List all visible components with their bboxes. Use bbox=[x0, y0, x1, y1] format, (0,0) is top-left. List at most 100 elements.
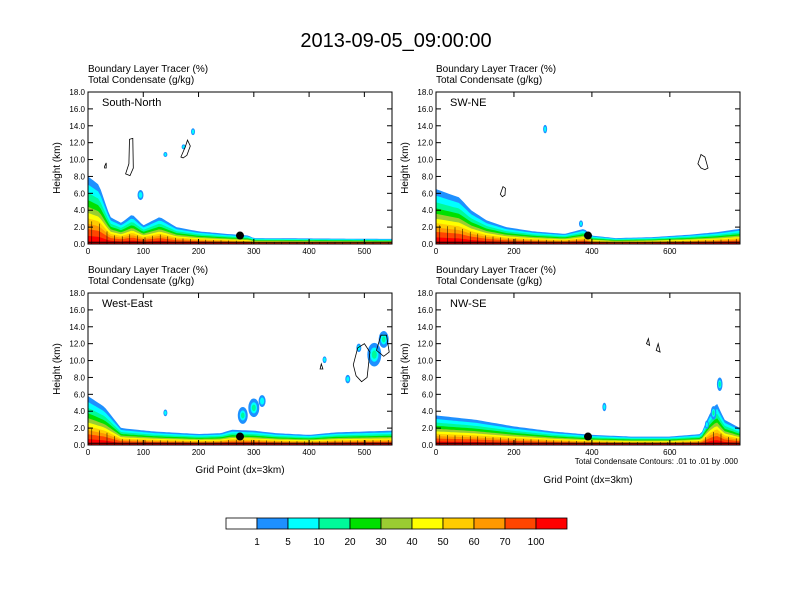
tracer-band-7 bbox=[88, 430, 392, 445]
y-tick-label: 12.0 bbox=[417, 340, 433, 349]
colorbar-swatch bbox=[287, 517, 320, 530]
x-tick-label: 300 bbox=[247, 448, 261, 457]
colorbar-swatch bbox=[318, 517, 351, 530]
y-tick-label: 2.0 bbox=[422, 223, 434, 232]
y-tick-label: 8.0 bbox=[422, 373, 434, 382]
tracer-blob-inner-4 bbox=[381, 336, 386, 343]
panel-south-north: South-North 0.0 2.0 4.0 6.0 8.0 10.0 12.0 14.0 16… bbox=[52, 88, 393, 256]
condensate-label: Total Condensate (g/kg) bbox=[436, 276, 543, 287]
x-tick-label: 600 bbox=[663, 448, 677, 457]
colorbar-label: 100 bbox=[528, 537, 545, 548]
tracer-blob-inner-3 bbox=[371, 350, 377, 359]
x-tick-label: 200 bbox=[507, 247, 521, 256]
x-tick-label: 100 bbox=[137, 247, 151, 256]
tracer-blob-core-8 bbox=[164, 410, 167, 415]
y-tick-label: 4.0 bbox=[74, 407, 86, 416]
tracer-band-2 bbox=[436, 202, 740, 244]
colorbar-swatch bbox=[380, 517, 413, 530]
tracer-band-3 bbox=[88, 413, 392, 445]
y-tick-label: 18.0 bbox=[69, 289, 85, 298]
colorbar-swatch bbox=[411, 517, 444, 530]
y-tick-label: 2.0 bbox=[422, 424, 434, 433]
condensate-contour-2 bbox=[104, 162, 107, 169]
x-tick-label: 400 bbox=[302, 247, 316, 256]
tracer-band-5 bbox=[436, 218, 740, 244]
tracer-band-2 bbox=[88, 407, 392, 445]
colorbar-swatch bbox=[225, 517, 258, 530]
tracer-label: Boundary Layer Tracer (%) bbox=[88, 64, 209, 75]
location-marker bbox=[584, 231, 592, 240]
y-tick-label: 10.0 bbox=[69, 156, 85, 165]
panel-label: NW-SE bbox=[450, 298, 486, 310]
tracer-blob-core-2 bbox=[260, 397, 265, 405]
y-axis-title: Height (km) bbox=[52, 343, 63, 395]
condensate-contour-0 bbox=[125, 137, 134, 177]
condensate-contour-1 bbox=[697, 153, 709, 171]
tracer-blob-core-6 bbox=[346, 376, 350, 382]
condensate-label: Total Condensate (g/kg) bbox=[88, 276, 195, 287]
tracer-blob-core-2 bbox=[182, 145, 185, 149]
y-tick-label: 8.0 bbox=[74, 172, 86, 181]
figure-title: 2013-09-05_09:00:00 bbox=[300, 30, 492, 52]
panel-label: SW-NE bbox=[450, 97, 486, 109]
y-tick-label: 14.0 bbox=[417, 122, 433, 131]
y-axis-title: Height (km) bbox=[52, 142, 63, 194]
plot-frame bbox=[87, 292, 393, 446]
x-tick-label: 0 bbox=[434, 448, 439, 457]
y-tick-label: 10.0 bbox=[417, 357, 433, 366]
tracer-label: Boundary Layer Tracer (%) bbox=[88, 265, 209, 276]
colorbar-label: 10 bbox=[313, 537, 325, 548]
colorbar-label: 30 bbox=[375, 537, 387, 548]
colorbar-label: 20 bbox=[344, 537, 356, 548]
x-tick-label: 400 bbox=[302, 448, 316, 457]
colorbar: 1 5 10 20 30 40 50 60 70 100 bbox=[225, 517, 568, 548]
tracer-blob-core-0 bbox=[544, 126, 547, 132]
y-tick-label: 4.0 bbox=[422, 206, 434, 215]
x-tick-label: 200 bbox=[192, 448, 206, 457]
y-tick-label: 10.0 bbox=[417, 156, 433, 165]
x-axis-title-right: Grid Point (dx=3km) bbox=[543, 475, 632, 486]
y-tick-label: 4.0 bbox=[74, 206, 86, 215]
y-tick-label: 6.0 bbox=[74, 390, 86, 399]
colorbar-swatch bbox=[535, 517, 568, 530]
tracer-blob-inner-1 bbox=[718, 381, 721, 387]
y-tick-label: 8.0 bbox=[422, 172, 434, 181]
colorbar-swatch bbox=[349, 517, 382, 530]
y-tick-label: 6.0 bbox=[74, 189, 86, 198]
plot-area bbox=[436, 124, 740, 244]
tracer-blob-inner-1 bbox=[240, 412, 245, 419]
y-tick-label: 12.0 bbox=[69, 139, 85, 148]
y-tick-label: 6.0 bbox=[422, 390, 434, 399]
condensate-label: Total Condensate (g/kg) bbox=[436, 75, 543, 86]
x-tick-label: 200 bbox=[192, 247, 206, 256]
y-tick-label: 18.0 bbox=[417, 88, 433, 97]
y-tick-label: 2.0 bbox=[74, 223, 86, 232]
x-tick-label: 600 bbox=[663, 247, 677, 256]
y-tick-label: 18.0 bbox=[69, 88, 85, 97]
panel3-subtitle: Boundary Layer Tracer (%) Total Condensa… bbox=[88, 265, 208, 287]
x-tick-label: 400 bbox=[585, 247, 599, 256]
y-tick-label: 14.0 bbox=[417, 323, 433, 332]
tracer-band-4 bbox=[88, 418, 392, 445]
plot-frame bbox=[435, 292, 741, 446]
tracer-blob-core-0 bbox=[138, 191, 143, 199]
condensate-contour-0 bbox=[499, 185, 506, 198]
plot-frame bbox=[435, 91, 741, 245]
colorbar-swatch bbox=[473, 517, 506, 530]
plot-area bbox=[436, 337, 740, 445]
tracer-blob-core-3 bbox=[705, 422, 708, 428]
colorbar-label: 1 bbox=[254, 537, 260, 548]
colorbar-swatch bbox=[442, 517, 475, 530]
plot-area bbox=[88, 331, 392, 445]
tracer-blob-core-7 bbox=[323, 357, 326, 362]
tracer-band-8 bbox=[88, 434, 392, 445]
y-tick-label: 12.0 bbox=[417, 139, 433, 148]
y-tick-label: 8.0 bbox=[74, 373, 86, 382]
plot-frame bbox=[87, 91, 393, 245]
tracer-blob-core-3 bbox=[164, 152, 167, 157]
condensate-contour-0 bbox=[352, 343, 371, 383]
y-tick-label: 18.0 bbox=[417, 289, 433, 298]
location-marker bbox=[584, 432, 592, 441]
y-tick-label: 4.0 bbox=[422, 407, 434, 416]
